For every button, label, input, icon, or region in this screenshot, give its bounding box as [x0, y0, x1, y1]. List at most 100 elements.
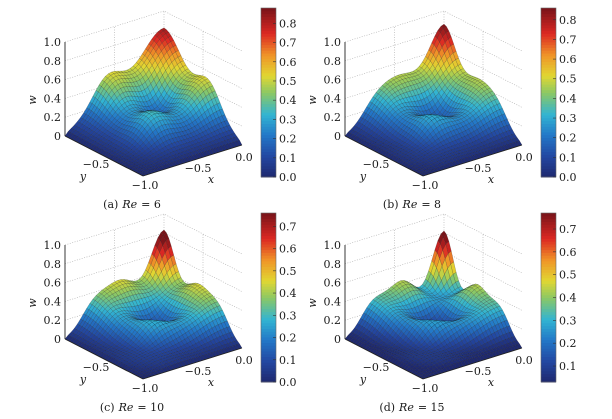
colorbar-tick-label: 0.6 [559, 246, 577, 259]
surface-cell [199, 75, 206, 79]
colorbar-tick-label: 0.2 [559, 132, 577, 145]
colorbar-segment [261, 106, 276, 110]
surface-cell [119, 152, 126, 158]
colorbar-tick-label: 0.6 [279, 56, 297, 69]
x-tick-label: 0.0 [235, 354, 253, 367]
caption-value: = 15 [418, 401, 445, 414]
colorbar-segment [261, 19, 276, 23]
surface-cell [174, 106, 181, 111]
surface-cell [452, 59, 459, 68]
colorbar-segment [261, 67, 276, 71]
colorbar-tick-label: 0.8 [279, 17, 297, 30]
z-tick-label: 0.6 [324, 277, 342, 290]
surface-cell [91, 97, 98, 106]
z-axis-label: w [26, 298, 39, 308]
colorbar-segment [261, 89, 276, 93]
colorbar-segment [261, 55, 276, 60]
caption-label: (c) [100, 401, 115, 414]
colorbar-segment [261, 129, 276, 133]
z-tick-label: 1.0 [324, 36, 342, 49]
colorbar-segment [261, 75, 276, 79]
colorbar-tick-label: 0.7 [559, 33, 577, 46]
surface-cell [146, 155, 153, 160]
surface-cell [199, 126, 206, 133]
surface-cell [141, 155, 148, 160]
surface-cell [92, 90, 99, 99]
surface-cell [142, 73, 149, 83]
panel-caption: (d) Re = 15 [379, 401, 444, 414]
colorbar-segment [261, 84, 276, 88]
colorbar-segment [261, 33, 276, 37]
surface-cell [95, 116, 102, 124]
colorbar-segment [261, 120, 276, 124]
grid-line [344, 213, 523, 255]
z-axis-label: w [306, 95, 319, 105]
surface-cell [164, 112, 171, 116]
surface-cell [89, 96, 96, 104]
surface-cell [189, 115, 196, 123]
surface-cell [98, 86, 105, 95]
surface-cell [112, 111, 119, 119]
colorbar-segment [261, 143, 276, 147]
surface-cell [203, 82, 210, 90]
z-tick-label: 1.0 [324, 239, 342, 252]
y-tick-label: −1.0 [132, 382, 159, 395]
surface-cell [165, 116, 173, 121]
colorbar-segment [261, 47, 276, 51]
surface-cell [190, 108, 197, 117]
surface-cell [137, 157, 145, 162]
colorbar-tick-label: 0.6 [559, 53, 577, 66]
colorbar-segment [261, 168, 276, 172]
colorbar-tick-label: 0.0 [279, 376, 297, 389]
z-tick-label: 0.8 [44, 55, 62, 68]
colorbar-segment [261, 81, 276, 85]
z-tick-label: 0.4 [44, 92, 62, 105]
colorbar-tick-label: 0.1 [279, 152, 297, 165]
surface-cell [95, 91, 102, 100]
x-axis-label: x [208, 376, 215, 389]
surface-cell [137, 114, 144, 120]
y-axis-label: y [79, 170, 87, 183]
colorbar-segment [261, 117, 276, 122]
x-axis-label: x [488, 376, 495, 389]
colorbar-tick-label: 0.7 [279, 220, 297, 233]
surface-cell [213, 103, 220, 112]
colorbar-tick-label: 0.4 [279, 94, 297, 107]
surface-cell [425, 76, 432, 84]
surface-cell [213, 134, 220, 141]
surface-cell [131, 164, 138, 168]
surface-cell [147, 120, 154, 129]
colorbar-tick-label: 0.7 [559, 223, 577, 236]
surface-cell [174, 156, 182, 162]
colorbar: 0.0 0.1 0.2 0.3 0.4 0.5 0.6 0.7 0.8 [540, 7, 577, 184]
surface-cell [188, 144, 195, 150]
surface-cell [214, 129, 221, 136]
surface-cell [159, 115, 166, 121]
colorbar-segment [261, 126, 276, 130]
colorbar-tick-label: 0.7 [279, 37, 297, 50]
colorbar-segment [261, 157, 276, 161]
colorbar-segment [261, 8, 276, 12]
colorbar-segment [261, 27, 276, 32]
surface-cell [96, 130, 103, 136]
surface-cell [208, 145, 216, 150]
colorbar-segment [261, 36, 276, 40]
surface-cell [446, 55, 453, 66]
colorbar-segment [261, 162, 276, 167]
x-axis-label: x [488, 173, 495, 186]
y-axis-line [64, 135, 144, 177]
y-tick-label: −0.5 [83, 158, 110, 171]
surface-cell [233, 136, 240, 142]
caption-param: Re [398, 401, 414, 414]
y-axis-label: y [359, 373, 367, 386]
colorbar-tick-label: 0.1 [559, 360, 577, 373]
colorbar-tick-label: 0.0 [279, 171, 297, 184]
y-axis-label: y [359, 170, 367, 183]
colorbar-tick-label: 0.4 [279, 287, 297, 300]
colorbar-segment [261, 123, 276, 127]
surface-cell [142, 116, 149, 123]
surface-cell [135, 155, 142, 160]
surface-cell [158, 42, 165, 52]
colorbar-segment [261, 10, 276, 15]
